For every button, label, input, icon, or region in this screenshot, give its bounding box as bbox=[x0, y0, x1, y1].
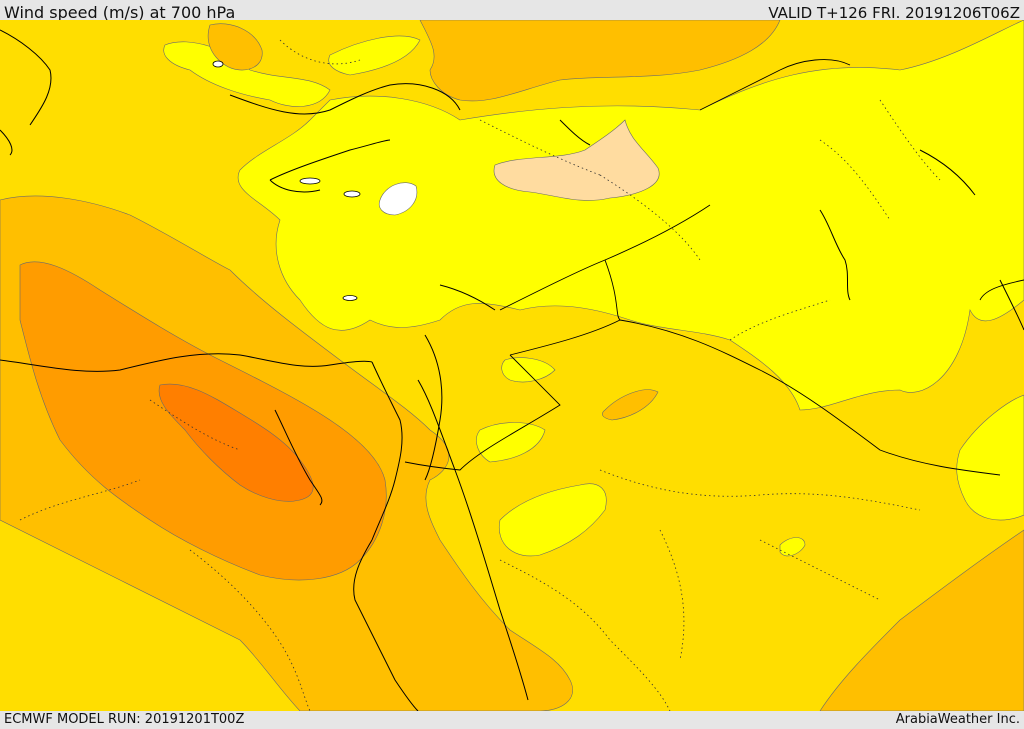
contour-yellow-patch-5 bbox=[779, 537, 806, 557]
lake-marker-3 bbox=[212, 60, 224, 68]
model-run-label: ECMWF MODEL RUN: 20191201T00Z bbox=[4, 712, 245, 727]
contour-dark-orange-core bbox=[158, 383, 314, 502]
contour-peach-syria bbox=[493, 119, 660, 201]
lake-marker bbox=[343, 190, 361, 198]
cyprus-island bbox=[299, 177, 321, 185]
map-svg bbox=[0, 20, 1024, 711]
contour-amber-southeast bbox=[819, 529, 1024, 711]
wind-speed-map[interactable] bbox=[0, 20, 1024, 711]
contour-amber-patch bbox=[602, 389, 659, 421]
admin-lines bbox=[19, 39, 941, 711]
footer-bar: ECMWF MODEL RUN: 20191201T00Z ArabiaWeat… bbox=[0, 711, 1024, 729]
coastlines bbox=[0, 29, 1024, 711]
contour-white-patch bbox=[378, 182, 418, 216]
contour-yellow-patch-2 bbox=[476, 422, 546, 463]
contour-yellow-patch-3 bbox=[501, 357, 556, 383]
credit-label: ArabiaWeather Inc. bbox=[895, 712, 1020, 727]
contour-yellow-patch-4 bbox=[956, 394, 1024, 521]
map-title: Wind speed (m/s) at 700 hPa bbox=[4, 3, 236, 22]
lake-marker-2 bbox=[342, 295, 358, 301]
borders bbox=[404, 59, 1024, 476]
header-bar: Wind speed (m/s) at 700 hPa VALID T+126 … bbox=[0, 0, 1024, 22]
contour-amber-north bbox=[419, 20, 781, 102]
contour-yellow-patch-1 bbox=[498, 483, 607, 557]
valid-time: VALID T+126 FRI. 20191206T06Z bbox=[768, 4, 1020, 22]
contour-yellow-north bbox=[328, 35, 421, 76]
contour-amber-nw bbox=[207, 23, 263, 71]
